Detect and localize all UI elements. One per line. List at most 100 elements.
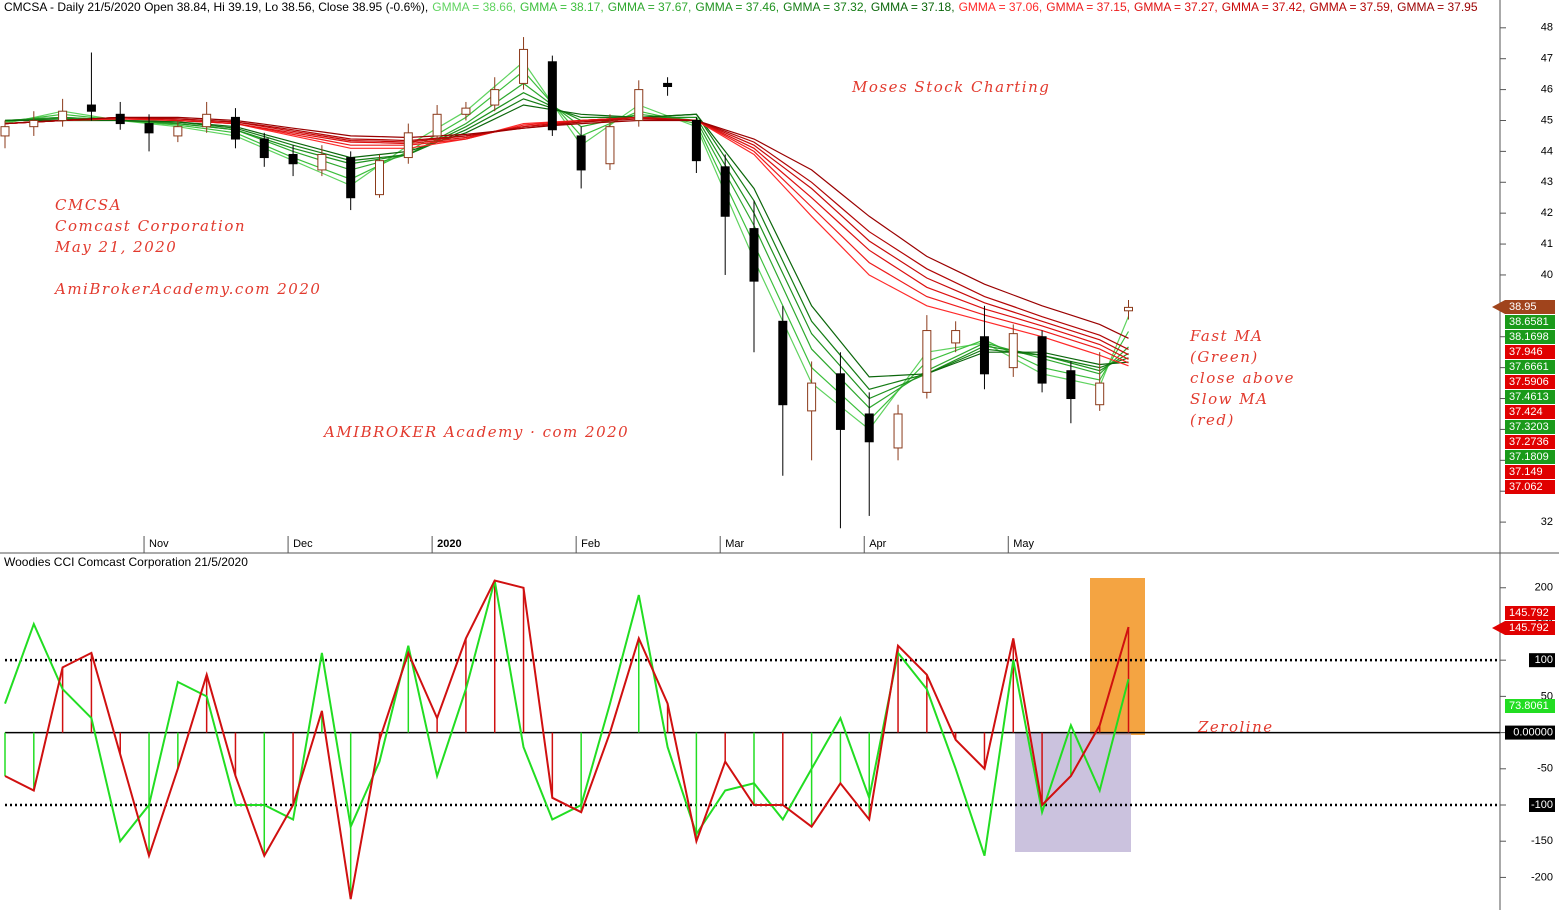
annotation: Moses Stock Charting	[851, 78, 1050, 96]
candle-body	[490, 89, 500, 106]
candle-body	[58, 110, 68, 121]
x-tick-label: Feb	[581, 538, 600, 550]
y-tick-badge	[1505, 725, 1555, 740]
header-text: CMCSA - Daily 21/5/2020 Open 38.84, Hi 3…	[4, 0, 428, 14]
candle-body	[29, 119, 39, 128]
y-tick-label: 47	[1541, 53, 1553, 65]
price-badge	[1505, 390, 1555, 404]
price-badge	[1505, 360, 1555, 374]
candle-body	[173, 126, 183, 137]
price-badge-label: 37.3203	[1509, 421, 1549, 433]
y-tick-badge	[1529, 798, 1555, 812]
price-badge-label: 38.95	[1509, 301, 1537, 313]
candle-body	[634, 89, 644, 121]
legend-entry: GMMA = 37.15,	[1046, 0, 1130, 14]
annotation: close above	[1190, 369, 1295, 387]
annotation: Zeroline	[1197, 718, 1274, 736]
y-tick-label: -200	[1531, 871, 1553, 883]
candle-body	[1095, 382, 1105, 406]
candle-body	[86, 104, 96, 112]
y-tick-label: 200	[1535, 582, 1553, 594]
gmma-line	[4, 116, 1129, 350]
x-tick-label: Dec	[293, 538, 313, 550]
legend-entry: GMMA = 38.66,	[432, 0, 516, 14]
y-tick-label: -100	[1531, 799, 1553, 811]
value-badge	[1505, 621, 1555, 635]
candle-body	[375, 160, 384, 196]
highlight-box	[1090, 578, 1145, 735]
price-badge	[1505, 375, 1555, 389]
y-tick-label: 40	[1541, 269, 1553, 281]
annotation: May 21, 2020	[54, 238, 177, 256]
price-badge-label: 37.062	[1509, 481, 1543, 493]
price-badge-label: 37.946	[1509, 346, 1543, 358]
gmma-line	[4, 92, 1129, 400]
price-badge-label: 37.5906	[1509, 376, 1549, 388]
price-badge-label: 37.2736	[1509, 436, 1549, 448]
candle-body	[807, 382, 817, 412]
y-tick-label: 45	[1541, 114, 1553, 126]
price-badge-label: 37.6661	[1509, 361, 1549, 373]
price-badge	[1505, 420, 1555, 434]
price-badge	[1505, 480, 1555, 494]
candle-body	[576, 135, 586, 171]
y-tick-label: 46	[1541, 83, 1553, 95]
y-tick-label: 41	[1541, 238, 1553, 250]
candle-body	[605, 126, 615, 165]
price-badge	[1505, 345, 1555, 359]
x-tick-label: 2020	[437, 538, 461, 550]
annotation: Comcast Corporation	[55, 217, 246, 235]
candle-body	[1066, 370, 1076, 400]
y-tick-label: 0.00000	[1513, 726, 1553, 738]
candle-body	[403, 132, 413, 159]
y-tick-label: -150	[1531, 835, 1553, 847]
price-badge	[1505, 315, 1555, 329]
annotation: Fast MA	[1189, 327, 1264, 345]
annotation: Slow MA	[1190, 390, 1268, 408]
price-badge-label: 37.4613	[1509, 391, 1549, 403]
y-tick-label: 48	[1541, 22, 1553, 34]
candle-body	[864, 413, 874, 443]
candle-body	[461, 107, 471, 115]
price-badge-label: 37.1809	[1509, 451, 1549, 463]
legend-entry: GMMA = 37.59,	[1309, 0, 1393, 14]
gmma-line	[4, 70, 1130, 422]
candle-body	[1124, 306, 1133, 312]
value-badge-label: 145.792	[1509, 622, 1549, 634]
price-badge-label: 38.1698	[1509, 331, 1549, 343]
value-badge	[1505, 606, 1555, 620]
legend-entry: GMMA = 37.67,	[608, 0, 692, 14]
candle-body	[1008, 333, 1018, 369]
y-tick-label: 100	[1535, 654, 1553, 666]
y-tick-badge	[1529, 653, 1555, 668]
price-badge	[1505, 300, 1555, 314]
legend-entry: GMMA = 37.06,	[959, 0, 1043, 14]
price-badge	[1505, 450, 1555, 464]
x-tick-label: Apr	[869, 538, 886, 550]
legend-entry: GMMA = 37.18,	[871, 0, 955, 14]
value-badge-label: 145.792	[1509, 607, 1549, 619]
cci-line	[4, 580, 1130, 857]
candle-body	[519, 48, 529, 84]
legend-entry: GMMA = 37.27,	[1134, 0, 1218, 14]
candle-body	[115, 113, 125, 125]
badge-arrow	[1492, 300, 1505, 314]
x-tick-label: May	[1013, 538, 1034, 550]
candle-body	[835, 373, 845, 430]
candle-body	[346, 157, 356, 199]
value-badge	[1505, 699, 1555, 713]
gmma-line	[4, 116, 1129, 360]
candle-body	[547, 61, 557, 131]
annotation: (Green)	[1190, 348, 1259, 366]
annotation: AmiBrokerAcademy.com 2020	[53, 280, 321, 298]
x-tick-label: Nov	[149, 538, 169, 550]
badge-arrow	[1492, 621, 1505, 635]
legend-entry: GMMA = 38.17,	[520, 0, 604, 14]
price-badge-label: 37.424	[1509, 406, 1543, 418]
candle-body	[202, 113, 212, 128]
price-badge	[1505, 465, 1555, 479]
candle-body	[317, 153, 327, 171]
legend-entry: GMMA = 37.32,	[783, 0, 867, 14]
candle-body	[432, 113, 442, 137]
chart-header: CMCSA - Daily 21/5/2020 Open 38.84, Hi 3…	[4, 0, 1478, 14]
